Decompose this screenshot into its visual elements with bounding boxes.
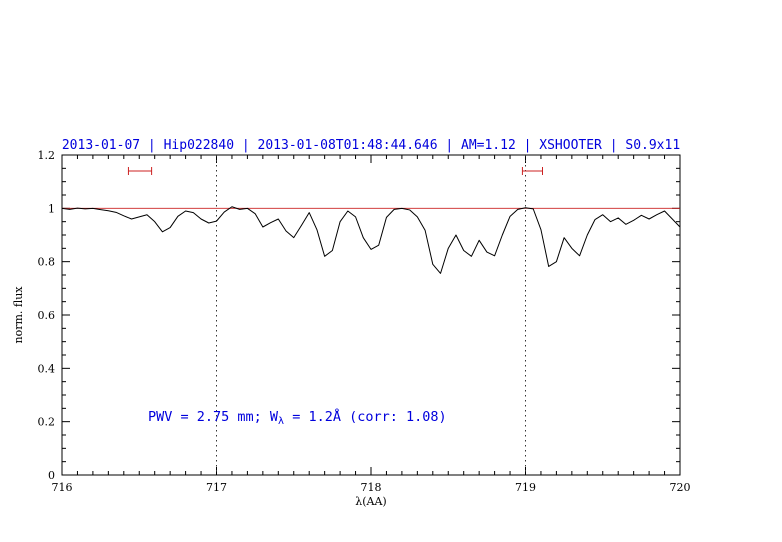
x-tick-label: 716 [52, 481, 73, 494]
y-axis-label: norm. flux [12, 286, 25, 344]
x-tick-label: 717 [206, 481, 227, 494]
pwv-annotation-lambda-subscript: λ [278, 416, 284, 427]
plot-frame [61, 154, 681, 476]
x-tick-label: 718 [361, 481, 382, 494]
x-axis-label: λ(AA) [355, 495, 386, 508]
x-tick-label: 719 [515, 481, 536, 494]
y-tick-label: 1.2 [38, 149, 56, 162]
y-tick-label: 0.6 [38, 309, 56, 322]
range-marker [127, 167, 153, 175]
spectrum-series [61, 206, 681, 274]
axes: 716 717 718 719 720 0 0.2 0.4 0.6 0.8 1 1.2 [38, 149, 691, 494]
x-tick-label: 720 [670, 481, 691, 494]
y-tick-label: 1 [48, 202, 55, 215]
range-marker [521, 167, 543, 175]
y-tick-label: 0 [48, 469, 55, 482]
pwv-annotation-suffix: = 1.2Å (corr: 1.08) [284, 408, 447, 425]
spectrum-line [61, 206, 681, 274]
plot-overlays [62, 155, 680, 475]
plot-title: 2013-01-07 | Hip022840 | 2013-01-08T01:4… [62, 138, 680, 153]
pwv-annotation: PWV = 2.75 mm; Wλ = 1.2Å (corr: 1.08) [148, 408, 447, 427]
pwv-annotation-prefix: PWV = 2.75 mm; W [148, 409, 279, 425]
y-tick-label: 0.4 [38, 362, 56, 375]
y-tick-label: 0.8 [38, 256, 56, 269]
y-tick-label: 0.2 [38, 416, 56, 429]
